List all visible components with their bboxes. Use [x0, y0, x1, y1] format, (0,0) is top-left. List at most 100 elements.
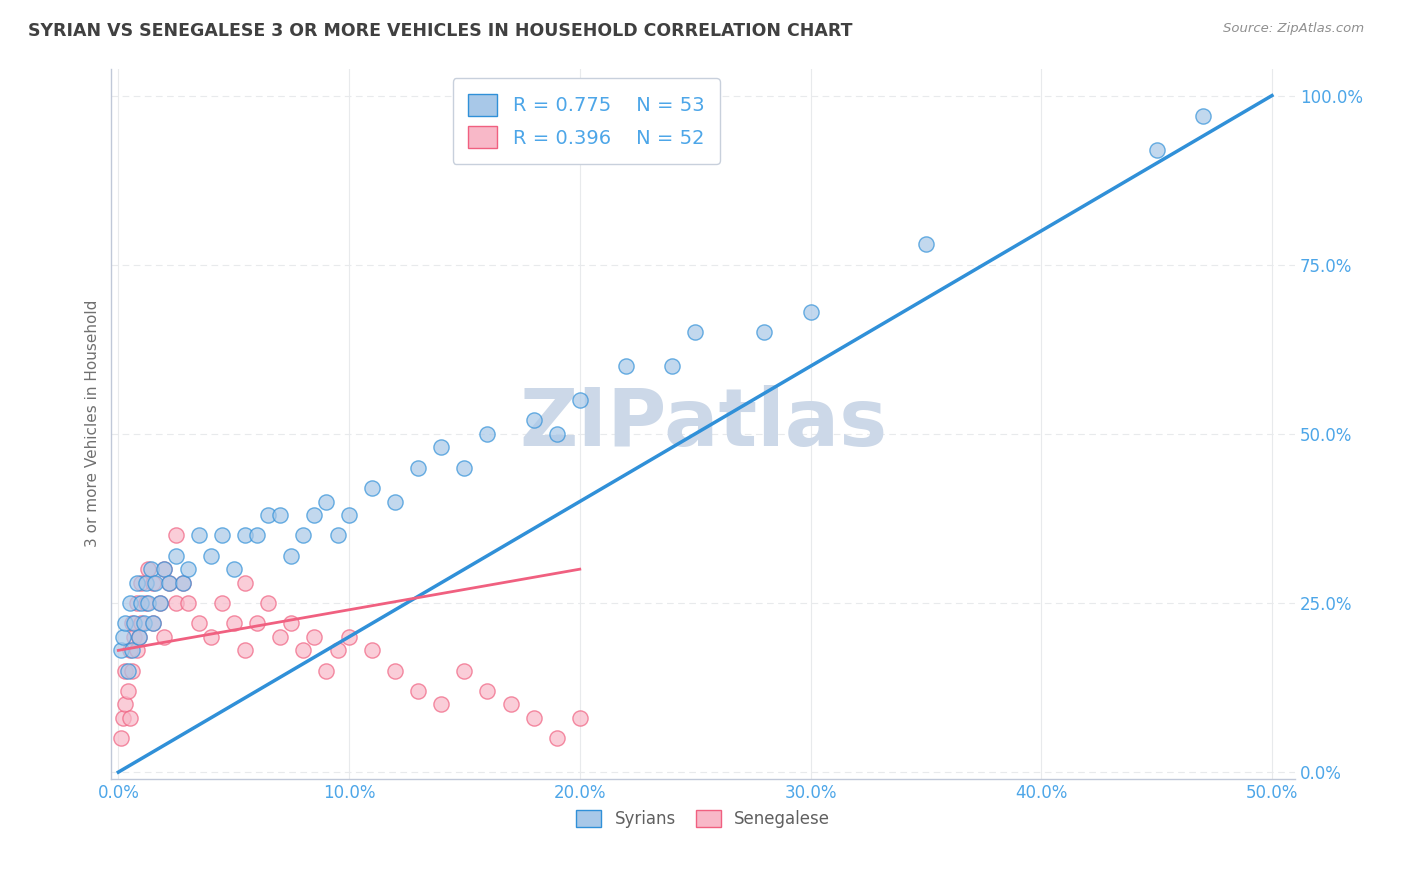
- Point: [111, 630, 134, 644]
- Point: [546, 731, 568, 746]
- Point: [125, 643, 148, 657]
- Point: [176, 562, 198, 576]
- Point: [157, 575, 180, 590]
- Point: [188, 528, 211, 542]
- Point: [211, 528, 233, 542]
- Point: [430, 698, 453, 712]
- Point: [1191, 109, 1213, 123]
- Point: [361, 481, 384, 495]
- Point: [523, 711, 546, 725]
- Point: [280, 616, 302, 631]
- Point: [406, 684, 429, 698]
- Point: [114, 664, 136, 678]
- Point: [117, 684, 139, 698]
- Point: [143, 575, 166, 590]
- Point: [233, 575, 256, 590]
- Point: [233, 643, 256, 657]
- Point: [136, 596, 159, 610]
- Point: [110, 643, 132, 657]
- Point: [754, 326, 776, 340]
- Point: [124, 630, 146, 644]
- Point: [142, 616, 165, 631]
- Point: [326, 528, 349, 542]
- Point: [111, 711, 134, 725]
- Point: [614, 359, 637, 374]
- Point: [799, 305, 821, 319]
- Point: [124, 616, 146, 631]
- Point: [125, 596, 148, 610]
- Point: [200, 630, 222, 644]
- Point: [453, 664, 475, 678]
- Point: [121, 643, 143, 657]
- Point: [142, 575, 165, 590]
- Point: [326, 643, 349, 657]
- Point: [128, 630, 150, 644]
- Point: [200, 549, 222, 563]
- Point: [477, 426, 499, 441]
- Point: [153, 562, 176, 576]
- Text: SYRIAN VS SENEGALESE 3 OR MORE VEHICLES IN HOUSEHOLD CORRELATION CHART: SYRIAN VS SENEGALESE 3 OR MORE VEHICLES …: [28, 22, 852, 40]
- Point: [149, 596, 172, 610]
- Legend: Syrians, Senegalese: Syrians, Senegalese: [569, 803, 837, 835]
- Point: [110, 731, 132, 746]
- Point: [165, 596, 187, 610]
- Point: [304, 630, 326, 644]
- Point: [132, 616, 155, 631]
- Point: [246, 528, 269, 542]
- Point: [149, 596, 172, 610]
- Point: [683, 326, 706, 340]
- Point: [114, 616, 136, 631]
- Point: [165, 528, 187, 542]
- Point: [125, 575, 148, 590]
- Point: [546, 426, 568, 441]
- Point: [139, 562, 162, 576]
- Point: [257, 508, 280, 522]
- Point: [523, 413, 546, 427]
- Text: ZIPatlas: ZIPatlas: [519, 384, 887, 463]
- Point: [315, 664, 337, 678]
- Point: [121, 664, 143, 678]
- Point: [131, 616, 153, 631]
- Point: [269, 508, 291, 522]
- Point: [304, 508, 326, 522]
- Point: [568, 392, 591, 407]
- Point: [361, 643, 384, 657]
- Point: [211, 596, 233, 610]
- Point: [118, 596, 141, 610]
- Point: [188, 616, 211, 631]
- Point: [406, 460, 429, 475]
- Point: [121, 616, 143, 631]
- Point: [661, 359, 683, 374]
- Point: [153, 562, 176, 576]
- Point: [157, 575, 180, 590]
- Point: [291, 528, 314, 542]
- Point: [233, 528, 256, 542]
- Point: [337, 630, 360, 644]
- Point: [246, 616, 269, 631]
- Point: [153, 630, 176, 644]
- Point: [280, 549, 302, 563]
- Text: Source: ZipAtlas.com: Source: ZipAtlas.com: [1223, 22, 1364, 36]
- Point: [176, 596, 198, 610]
- Point: [135, 575, 157, 590]
- Point: [291, 643, 314, 657]
- Point: [131, 596, 153, 610]
- Point: [118, 711, 141, 725]
- Point: [222, 562, 245, 576]
- Point: [165, 549, 187, 563]
- Point: [114, 698, 136, 712]
- Point: [172, 575, 194, 590]
- Point: [269, 630, 291, 644]
- Point: [222, 616, 245, 631]
- Point: [136, 562, 159, 576]
- Point: [128, 630, 150, 644]
- Point: [430, 441, 453, 455]
- Point: [384, 494, 406, 508]
- Point: [135, 596, 157, 610]
- Point: [499, 698, 522, 712]
- Point: [453, 460, 475, 475]
- Point: [142, 616, 165, 631]
- Point: [915, 237, 938, 252]
- Y-axis label: 3 or more Vehicles in Household: 3 or more Vehicles in Household: [86, 300, 100, 548]
- Point: [1146, 143, 1168, 157]
